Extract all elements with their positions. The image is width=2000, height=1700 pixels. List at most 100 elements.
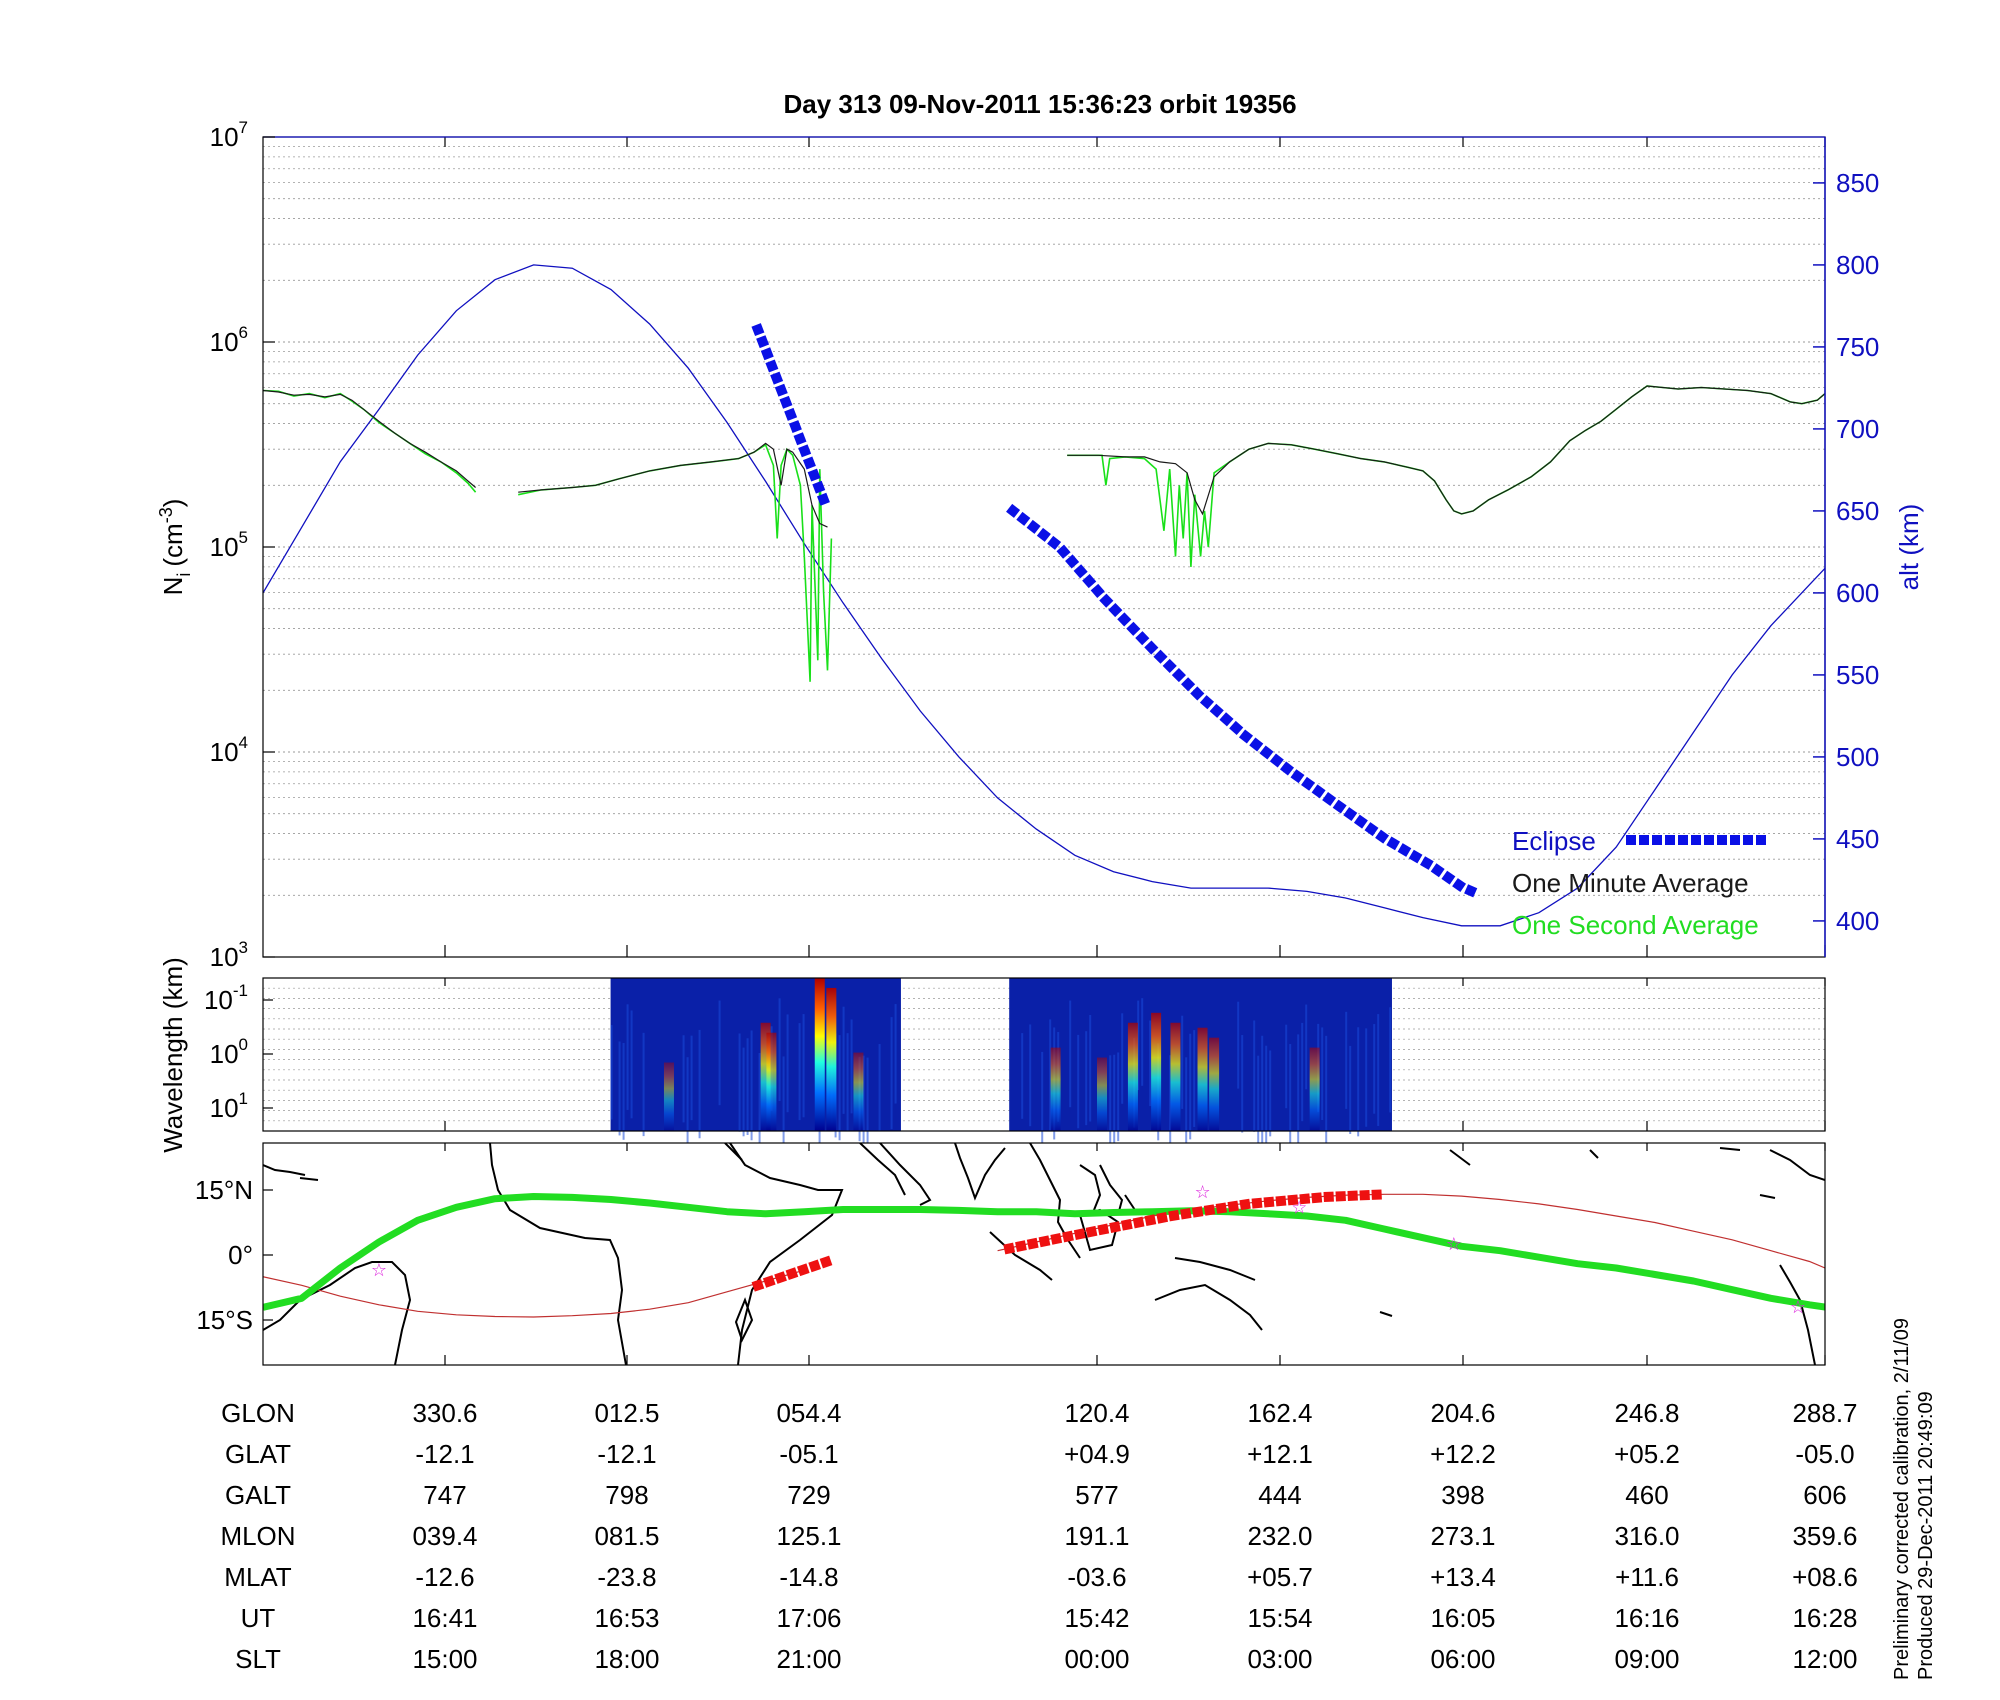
ephemeris-cell: 00:00 — [1064, 1644, 1129, 1674]
spectrogram-stripe — [1041, 1051, 1044, 1143]
spectrogram-stripe — [1069, 1000, 1072, 1108]
eclipse-marker — [760, 347, 774, 361]
spectrogram-burst — [1170, 1022, 1181, 1131]
one-minute-average-line — [263, 385, 1825, 528]
eclipse-marker — [751, 323, 765, 337]
altitude-y-tick-label: 700 — [1836, 414, 1879, 444]
spectrogram-stripe — [1077, 1034, 1080, 1129]
coastline-north-america — [1769, 1149, 1825, 1181]
eclipse-marker — [798, 444, 812, 458]
coastline-arabia — [879, 1143, 932, 1206]
ephemeris-cell: -12.1 — [415, 1439, 474, 1469]
coastline-pacific-islands — [1379, 1149, 1599, 1317]
spectrogram-heatmap — [610, 978, 1392, 1166]
density-y-tick-label: 103 — [210, 938, 248, 972]
eclipse-track-marker — [1287, 1194, 1299, 1206]
star-marker: ☆ — [1194, 1182, 1210, 1202]
altitude-line — [263, 264, 1825, 927]
spectrogram-stripe — [1349, 1045, 1352, 1134]
ephemeris-cell: 359.6 — [1792, 1521, 1857, 1551]
ephemeris-cell: +05.2 — [1614, 1439, 1680, 1469]
legend-eclipse-marker — [1743, 835, 1753, 845]
ephemeris-cell: 798 — [605, 1480, 648, 1510]
coastline-greater-antilles — [1719, 1147, 1776, 1199]
ephemeris-row-label: UT — [241, 1603, 276, 1633]
spectrogram-burst — [760, 1022, 771, 1131]
spectrogram-burst — [1151, 1012, 1162, 1131]
ephemeris-cell: 17:06 — [776, 1603, 841, 1633]
spectrogram-stripe — [842, 1006, 845, 1114]
ephemeris-cell: 330.6 — [412, 1398, 477, 1428]
spectrogram-stripe — [798, 1023, 801, 1121]
one-minute-segment — [263, 389, 476, 488]
ephemeris-cell: 16:28 — [1792, 1603, 1857, 1633]
ephemeris-cell: 09:00 — [1614, 1644, 1679, 1674]
ground-track-line — [263, 1193, 1825, 1311]
ephemeris-cell: 747 — [423, 1480, 466, 1510]
spectrogram-stripe — [1121, 1013, 1124, 1104]
eclipse-marker — [1375, 829, 1390, 844]
one-minute-segment — [1067, 385, 1825, 516]
star-marker: ☆ — [1790, 1297, 1806, 1317]
eclipse-marker — [779, 395, 793, 409]
spectrogram-stripe — [1029, 1024, 1032, 1127]
map-y-ticks: 15°N 0° 15°S — [195, 1175, 273, 1335]
spectrogram-stripe — [1149, 1020, 1152, 1107]
spectrogram-stripe — [626, 1004, 629, 1110]
tick-exponent: 0 — [239, 1035, 248, 1054]
map-y-tick-label: 15°S — [196, 1305, 253, 1335]
altitude-y-tick-label: 750 — [1836, 332, 1879, 362]
ephemeris-cell: -05.0 — [1795, 1439, 1854, 1469]
eclipse-marker — [1016, 511, 1031, 526]
eclipse-track-marker — [1097, 1223, 1110, 1236]
eclipse-marker — [1364, 822, 1379, 837]
spectrogram-stripe — [1285, 1024, 1288, 1109]
eclipse-marker — [1408, 849, 1423, 864]
ephemeris-cell: 15:00 — [412, 1644, 477, 1674]
legend-eclipse-marker — [1730, 835, 1740, 845]
spectrogram-stripe — [1193, 1030, 1196, 1127]
star-markers: ☆ ☆ ☆ ☆ ☆ — [371, 1182, 1806, 1317]
eclipse-marker — [770, 371, 784, 385]
spectrogram-stripe — [750, 1030, 753, 1141]
eclipse-track-marker — [751, 1278, 765, 1292]
map-y-tick-label: 15°N — [195, 1175, 253, 1205]
ephemeris-cell: -12.6 — [415, 1562, 474, 1592]
altitude-y-tick-label: 600 — [1836, 578, 1879, 608]
eclipse-marker — [788, 420, 802, 434]
spectrogram-burst — [1197, 1027, 1208, 1131]
eclipse-marker — [1249, 737, 1264, 752]
eclipse-track-marker — [1239, 1198, 1251, 1211]
altitude-y-tick-label: 650 — [1836, 496, 1879, 526]
eclipse-track-marker — [1263, 1196, 1275, 1208]
eclipse-track-marker — [819, 1255, 833, 1269]
eclipse-marker — [1181, 677, 1196, 692]
ephemeris-cell: 398 — [1441, 1480, 1484, 1510]
ephemeris-cell: 125.1 — [776, 1521, 841, 1551]
eclipse-track-marker — [796, 1263, 810, 1277]
spectrogram-stripe — [1085, 1031, 1088, 1126]
spectrogram-stripe — [746, 1038, 749, 1135]
tick-base: 10 — [210, 327, 239, 357]
legend-eclipse-marker — [1665, 835, 1675, 845]
tick-base: 10 — [210, 737, 239, 767]
spectrogram-stripe — [1021, 1033, 1024, 1119]
eclipse-track-marker — [1120, 1218, 1133, 1231]
eclipse-track-marker — [1038, 1235, 1051, 1248]
ephemeris-cell: 012.5 — [594, 1398, 659, 1428]
eclipse-marker — [807, 468, 821, 482]
spectrogram-y-label: Wavelength (km) — [158, 957, 188, 1153]
eclipse-track-marker — [1275, 1195, 1287, 1207]
spectrogram-stripe — [878, 1044, 881, 1131]
ephemeris-cell: 21:00 — [776, 1644, 841, 1674]
eclipse-marker — [1430, 863, 1445, 878]
ephemeris-cell: 054.4 — [776, 1398, 841, 1428]
density-gridlines — [263, 145, 1825, 896]
ephemeris-table: GLON 330.6 012.5 054.4 120.4 162.4 204.6 246.8 2… — [220, 1398, 1857, 1674]
altitude-y-tick-label: 550 — [1836, 660, 1879, 690]
spectrogram-y-tick-label: 100 — [210, 1035, 248, 1069]
spectrogram-stripe — [1297, 1034, 1300, 1146]
map-plot-area — [263, 1143, 1825, 1365]
